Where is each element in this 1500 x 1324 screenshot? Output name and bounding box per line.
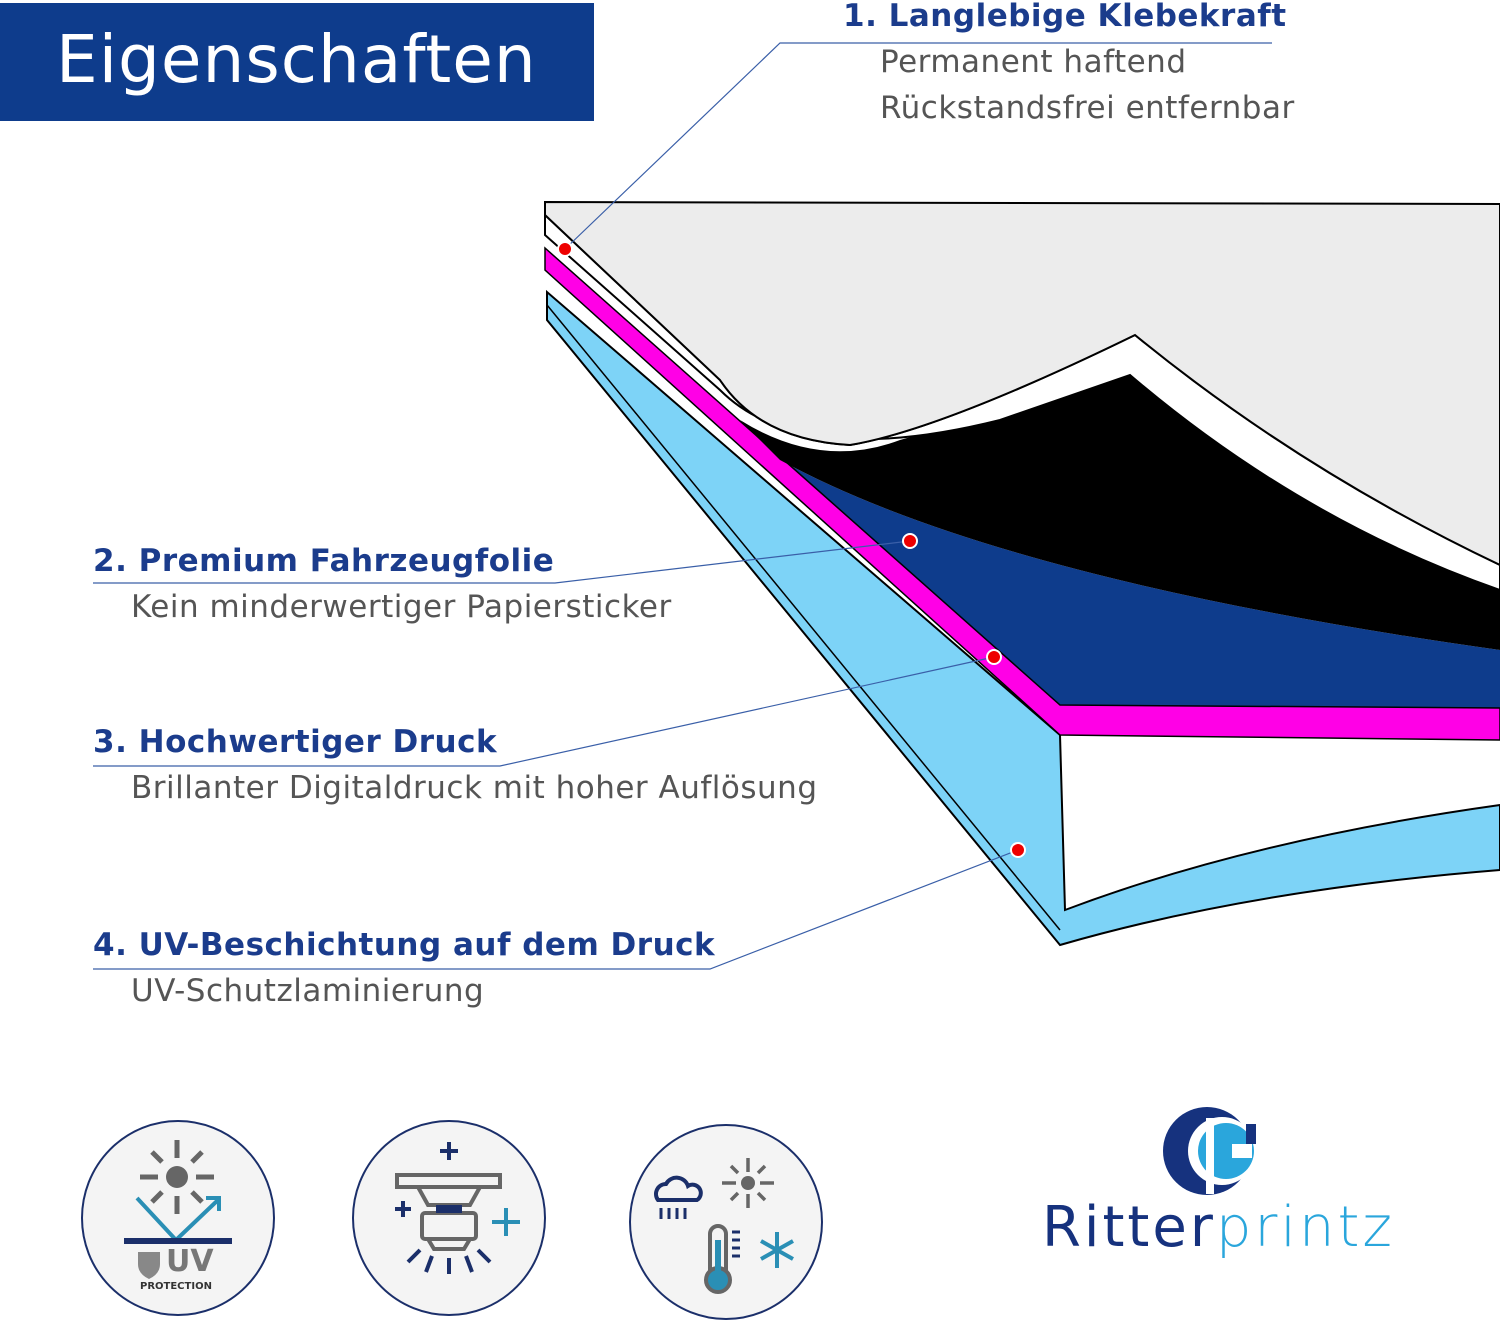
uv-icon-badge [81,1120,275,1316]
logo-part-2: printz [1215,1195,1395,1260]
marker-dot [557,241,573,257]
sun-small-icon [722,1158,774,1208]
marker-dot [902,533,918,549]
marker-dot [986,649,1002,665]
uv-layer [546,289,1500,947]
wash-icon-badge [352,1120,546,1316]
adhesive-layer [740,375,1500,650]
brand-logo-text: Ritterprintz [1042,1195,1395,1260]
weather-icon-badge [629,1124,823,1320]
marker-dot [1010,842,1026,858]
feature-4-title: 4. UV-Beschichtung auf dem Druck [93,927,716,963]
uv-protection-label: PROTECTION [140,1281,212,1292]
ritterprintz-logo-mark [1163,1107,1256,1195]
rain-cloud-icon [654,1175,703,1202]
uv-label: UV [166,1244,214,1279]
feature-1-line-2: Rückstandsfrei entfernbar [880,90,1295,126]
feature-1-line-1: Permanent haftend [880,44,1187,80]
feature-3-line-1: Brillanter Digitaldruck mit hoher Auflös… [131,770,818,806]
feature-2-line-1: Kein minderwertiger Papiersticker [131,589,672,625]
snowflake-icon [760,1232,794,1268]
feature-1-title: 1. Langlebige Klebekraft [843,0,1287,34]
film-layer [544,246,1500,741]
liner-layer [544,200,1500,567]
feature-3-title: 3. Hochwertiger Druck [93,724,498,760]
print-layer [545,248,1500,708]
feature-4-line-1: UV-Schutzlaminierung [131,973,485,1009]
logo-part-1: Ritter [1042,1195,1216,1260]
thermometer-icon [704,1224,732,1294]
page-title: Eigenschaften [56,21,537,98]
sun-icon [140,1140,214,1214]
shield-icon [138,1252,160,1279]
header-banner: Eigenschaften [0,3,594,121]
feature-2-title: 2. Premium Fahrzeugfolie [93,543,555,579]
